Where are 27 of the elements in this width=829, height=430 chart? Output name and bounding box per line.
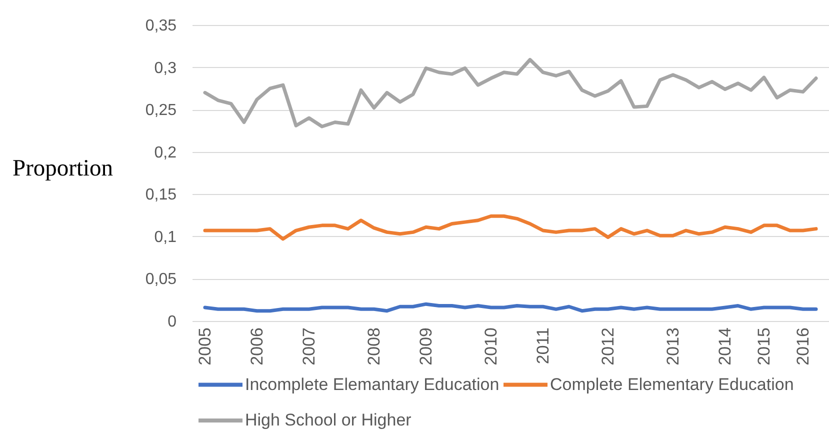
x-tick-label: 2005 bbox=[196, 328, 214, 366]
line-series bbox=[203, 302, 818, 313]
x-tick-label: 2011 bbox=[534, 328, 552, 364]
line-series bbox=[203, 214, 818, 241]
legend-label: Complete Elementary Education bbox=[550, 374, 794, 394]
x-tick-label: 2016 bbox=[794, 328, 812, 366]
y-tick-label: 0,35 bbox=[145, 18, 177, 34]
x-tick-label: 2010 bbox=[482, 328, 500, 366]
legend-label: High School or Higher bbox=[245, 410, 412, 430]
x-tick-label: 2006 bbox=[248, 328, 266, 366]
x-tick-label: 2008 bbox=[364, 328, 384, 366]
x-tick-label: 2009 bbox=[416, 328, 436, 366]
y-tick-label: 0 bbox=[168, 314, 177, 330]
x-tick-label: 2014 bbox=[716, 328, 734, 366]
x-tick-label: 2013 bbox=[664, 328, 682, 366]
line-series bbox=[203, 58, 818, 128]
y-tick-label: 0,3 bbox=[154, 60, 177, 77]
y-tick-label: 0,15 bbox=[145, 186, 177, 204]
y-tick-label: 0,2 bbox=[154, 144, 177, 162]
y-tick-label: 0,25 bbox=[145, 102, 177, 120]
y-axis-title: Proportion bbox=[12, 156, 114, 182]
x-tick-label: 2012 bbox=[598, 328, 618, 366]
x-tick-label: 2015 bbox=[754, 328, 774, 366]
y-tick-label: 0,05 bbox=[145, 271, 177, 288]
legend-label: Incomplete Elemantary Education bbox=[245, 374, 500, 394]
y-tick-label: 0,1 bbox=[154, 228, 177, 246]
x-tick-label: 2007 bbox=[300, 328, 318, 366]
